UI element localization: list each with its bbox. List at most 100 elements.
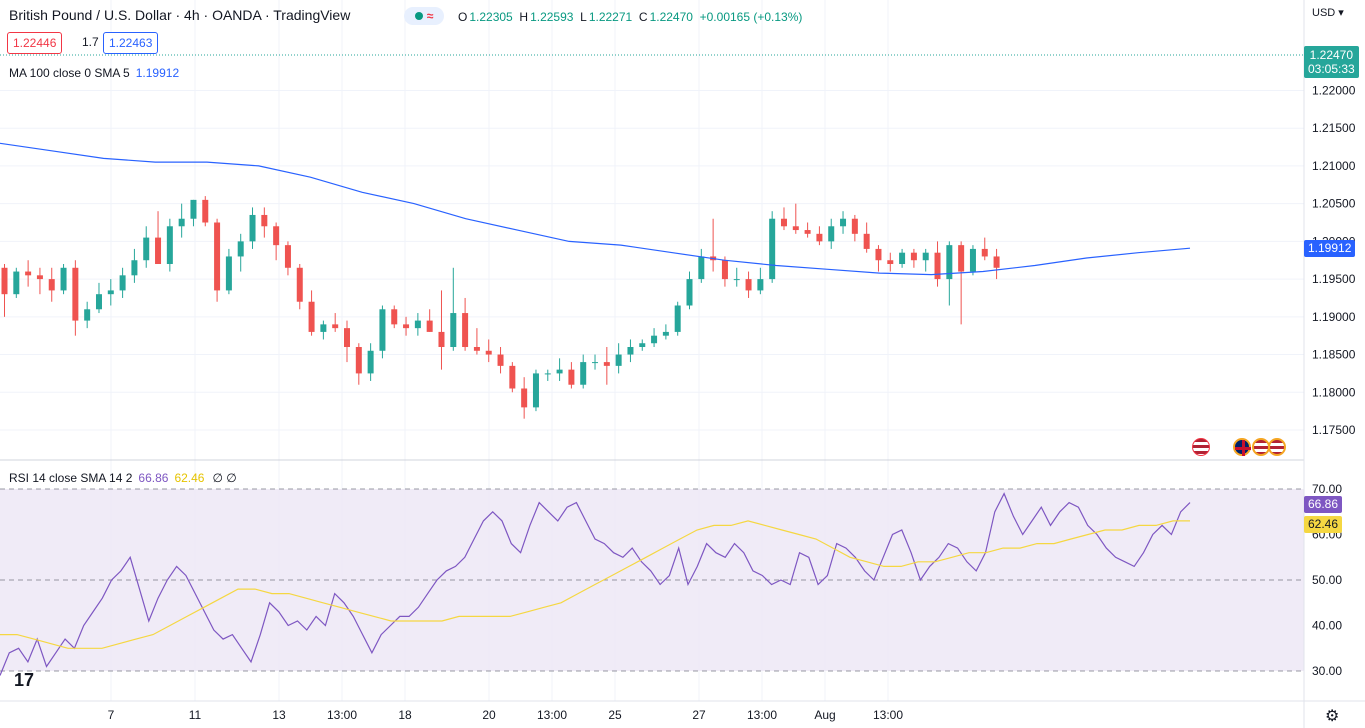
rsi-tick-label: 30.00 (1312, 664, 1342, 678)
time-tick-label: 11 (189, 708, 202, 722)
candle-up (899, 252, 906, 265)
candle-down (910, 252, 917, 261)
tradingview-logo-icon[interactable]: 17 (14, 670, 35, 690)
candle-down (48, 279, 55, 291)
rsi-line (0, 492, 1191, 676)
candle-up (733, 279, 740, 281)
candle-up (686, 279, 693, 306)
candle-up (237, 241, 244, 257)
candle-down (214, 222, 221, 291)
candle-down (745, 279, 752, 291)
time-tick-label: 13:00 (537, 708, 567, 722)
settings-gear-icon[interactable]: ⚙ (1325, 708, 1340, 725)
rsi-sma-value-tag: 62.46 (1304, 516, 1343, 533)
us-flag-icon[interactable] (1192, 438, 1210, 456)
price-tick-label: 1.20500 (1312, 197, 1356, 211)
candle-down (851, 218, 858, 234)
candle-up (651, 335, 658, 344)
candle-up (119, 275, 126, 291)
sell-button[interactable]: 1.22446 (7, 32, 63, 54)
candle-down (780, 218, 787, 227)
currency-selector[interactable]: USD ▾ (1312, 7, 1344, 19)
candle-up (13, 271, 20, 295)
spread-value: 1.7 (77, 32, 104, 52)
candle-up (969, 248, 976, 272)
time-tick-label: 25 (608, 708, 622, 722)
symbol-title[interactable]: British Pound / U.S. Dollar · 4h · OANDA… (9, 7, 351, 23)
close-label: C 1.22470 (638, 10, 693, 24)
us-flag-icon-3[interactable] (1268, 438, 1286, 456)
candle-up (544, 373, 551, 375)
candle-up (828, 226, 835, 242)
candle-down (509, 365, 516, 389)
candle-down (875, 248, 882, 261)
uk-flag-icon[interactable] (1233, 438, 1251, 456)
candle-down (155, 237, 162, 265)
candle-up (627, 347, 634, 355)
candle-down (438, 331, 445, 348)
time-tick-label: Aug (814, 708, 835, 722)
bar-countdown: 03:05:33 (1308, 62, 1355, 76)
price-tick-label: 1.21000 (1312, 159, 1356, 173)
market-status-pill[interactable]: ≈ (404, 7, 444, 25)
rsi-value-tag: 66.86 (1304, 496, 1343, 513)
candle-down (485, 350, 492, 355)
candle-up (367, 350, 374, 374)
candle-up (143, 237, 150, 261)
candle-up (674, 305, 681, 332)
time-tick-label: 13 (272, 708, 286, 722)
price-tick-label: 1.19000 (1312, 310, 1356, 324)
candle-down (934, 252, 941, 280)
candle-up (592, 362, 599, 364)
candle-down (792, 226, 799, 231)
time-tick-label: 18 (398, 708, 412, 722)
time-tick-label: 7 (108, 708, 115, 722)
ma-legend-label: MA 100 close 0 SMA 5 (9, 66, 130, 80)
rsi-legend[interactable]: RSI 14 close SMA 14 2 66.86 62.46 ∅ ∅ (9, 471, 237, 485)
candle-up (225, 256, 232, 291)
wave-icon: ≈ (426, 9, 434, 23)
high-label: H 1.22593 (519, 10, 574, 24)
candle-down (391, 309, 398, 325)
candle-up (95, 294, 102, 310)
ma-legend-value: 1.19912 (135, 66, 180, 80)
rsi-tick-label: 70.00 (1312, 482, 1342, 496)
candle-up (757, 279, 764, 291)
candle-up (698, 256, 705, 280)
candle-up (615, 354, 622, 366)
rsi-legend-empty-values: ∅ ∅ (212, 471, 237, 485)
low-label: L 1.22271 (580, 10, 633, 24)
candle-down (1, 267, 8, 295)
candle-down (36, 275, 43, 280)
candle-up (639, 343, 646, 348)
price-tick-label: 1.22000 (1312, 83, 1356, 97)
buy-button[interactable]: 1.22463 (103, 32, 159, 54)
candle-down (887, 260, 894, 265)
rsi-legend-value: 66.86 (138, 471, 169, 485)
candle-down (497, 354, 504, 366)
time-tick-label: 27 (692, 708, 706, 722)
candle-up (249, 214, 256, 242)
price-tick-label: 1.17500 (1312, 423, 1356, 437)
candle-up (131, 260, 138, 276)
ma-line (0, 142, 1191, 276)
candle-down (958, 245, 965, 272)
price-tick-label: 1.21500 (1312, 121, 1356, 135)
time-tick-label: 13:00 (873, 708, 903, 722)
time-tick-label: 13:00 (747, 708, 777, 722)
candle-down (462, 313, 469, 348)
candle-down (25, 271, 32, 276)
candle-down (603, 362, 610, 366)
candle-down (261, 214, 268, 227)
rsi-legend-label: RSI 14 close SMA 14 2 (9, 471, 133, 485)
candle-up (320, 324, 327, 332)
rsi-tick-label: 40.00 (1312, 619, 1342, 633)
candle-up (580, 362, 587, 385)
candle-down (344, 328, 351, 348)
candle-down (568, 369, 575, 385)
ma-legend[interactable]: MA 100 close 0 SMA 5 1.19912 (9, 66, 179, 80)
ma-price-tag: 1.19912 (1304, 240, 1356, 257)
candle-up (178, 218, 185, 227)
candle-down (403, 324, 410, 329)
